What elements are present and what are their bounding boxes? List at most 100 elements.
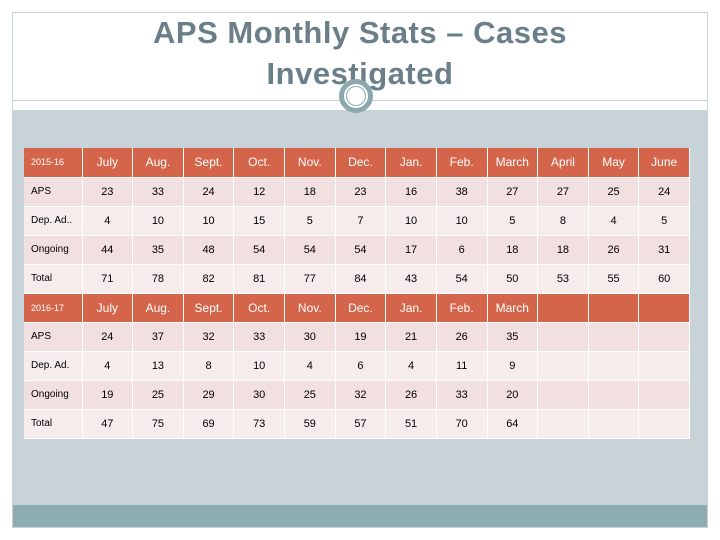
table-cell: 5 xyxy=(638,206,690,236)
table-cell: 35 xyxy=(132,235,184,265)
table-cell: 17 xyxy=(385,235,437,265)
table-cell: 50 xyxy=(487,264,539,294)
table-cell: 18 xyxy=(487,235,539,265)
table-cell xyxy=(537,322,589,352)
table-cell: 4 xyxy=(82,206,134,236)
month-header: Dec. xyxy=(335,148,387,178)
table-cell: 33 xyxy=(132,177,184,207)
month-header xyxy=(588,293,640,323)
table-cell: 64 xyxy=(487,409,539,439)
table-cell: 37 xyxy=(132,322,184,352)
table-cell: 9 xyxy=(487,351,539,381)
table-row: APS 24 37 32 33 30 19 21 26 35 xyxy=(24,322,690,352)
table-cell: 10 xyxy=(183,206,235,236)
table-cell: 13 xyxy=(132,351,184,381)
row-label: Ongoing xyxy=(24,380,83,410)
table-row: APS 23 33 24 12 18 23 16 38 27 27 25 24 xyxy=(24,177,690,207)
month-header: Sept. xyxy=(183,148,235,178)
table-cell: 32 xyxy=(183,322,235,352)
table-cell: 4 xyxy=(385,351,437,381)
table-cell: 33 xyxy=(233,322,285,352)
table-cell xyxy=(588,322,640,352)
circle-ornament-icon xyxy=(339,79,373,113)
table-cell xyxy=(588,409,640,439)
table-cell: 84 xyxy=(335,264,387,294)
table-cell: 16 xyxy=(385,177,437,207)
month-header: Feb. xyxy=(436,293,488,323)
table-cell: 31 xyxy=(638,235,690,265)
month-header: Aug. xyxy=(132,148,184,178)
table-cell: 10 xyxy=(436,206,488,236)
table-cell: 73 xyxy=(233,409,285,439)
table-cell: 15 xyxy=(233,206,285,236)
table-cell: 24 xyxy=(82,322,134,352)
table-cell: 43 xyxy=(385,264,437,294)
table-cell: 44 xyxy=(82,235,134,265)
table-cell: 77 xyxy=(284,264,336,294)
table-cell: 35 xyxy=(487,322,539,352)
table-cell: 5 xyxy=(487,206,539,236)
month-header: Jan. xyxy=(385,148,437,178)
table-cell: 21 xyxy=(385,322,437,352)
table-cell: 24 xyxy=(638,177,690,207)
row-label: APS xyxy=(24,322,83,352)
month-header: July xyxy=(82,148,134,178)
table-cell: 7 xyxy=(335,206,387,236)
row-label: APS xyxy=(24,177,83,207)
table-row: Dep. Ad. 4 13 8 10 4 6 4 11 9 xyxy=(24,351,690,381)
table-cell xyxy=(588,351,640,381)
month-header xyxy=(537,293,589,323)
table-cell: 75 xyxy=(132,409,184,439)
table-cell: 54 xyxy=(436,264,488,294)
table-cell: 54 xyxy=(284,235,336,265)
month-header: Nov. xyxy=(284,293,336,323)
table-cell: 30 xyxy=(284,322,336,352)
month-header: Feb. xyxy=(436,148,488,178)
table-cell xyxy=(588,380,640,410)
table-cell: 60 xyxy=(638,264,690,294)
month-header: March xyxy=(487,148,539,178)
table-cell: 27 xyxy=(487,177,539,207)
table-cell: 48 xyxy=(183,235,235,265)
month-header: Oct. xyxy=(233,293,285,323)
table-cell: 47 xyxy=(82,409,134,439)
table-cell: 4 xyxy=(588,206,640,236)
table-cell: 10 xyxy=(385,206,437,236)
month-header: Nov. xyxy=(284,148,336,178)
table-cell: 54 xyxy=(233,235,285,265)
table-cell xyxy=(638,351,690,381)
table-cell: 29 xyxy=(183,380,235,410)
month-header: Aug. xyxy=(132,293,184,323)
footer-bar xyxy=(12,505,708,528)
table-cell: 53 xyxy=(537,264,589,294)
month-header: May xyxy=(588,148,640,178)
table-cell: 4 xyxy=(284,351,336,381)
table-row: Dep. Ad.. 4 10 10 15 5 7 10 10 5 8 4 5 xyxy=(24,206,690,236)
table-cell: 10 xyxy=(233,351,285,381)
table-cell: 6 xyxy=(436,235,488,265)
month-header: March xyxy=(487,293,539,323)
stats-table: 2015-16 July Aug. Sept. Oct. Nov. Dec. Jan. Feb.… xyxy=(24,148,690,439)
table-cell: 78 xyxy=(132,264,184,294)
table-cell xyxy=(537,380,589,410)
table-cell: 33 xyxy=(436,380,488,410)
table-cell: 6 xyxy=(335,351,387,381)
table-row: Total 47 75 69 73 59 57 51 70 64 xyxy=(24,409,690,439)
table-cell: 8 xyxy=(183,351,235,381)
table-cell: 51 xyxy=(385,409,437,439)
table-cell: 26 xyxy=(436,322,488,352)
month-header: July xyxy=(82,293,134,323)
table-cell: 25 xyxy=(588,177,640,207)
table-cell: 27 xyxy=(537,177,589,207)
table-cell: 12 xyxy=(233,177,285,207)
month-header: Sept. xyxy=(183,293,235,323)
title-line-1: APS Monthly Stats – Cases xyxy=(153,15,567,50)
table-cell: 19 xyxy=(335,322,387,352)
month-header: Oct. xyxy=(233,148,285,178)
slide-frame xyxy=(12,12,708,528)
table-cell: 24 xyxy=(183,177,235,207)
row-label: Dep. Ad.. xyxy=(24,206,83,236)
table-cell: 10 xyxy=(132,206,184,236)
table-cell xyxy=(537,351,589,381)
